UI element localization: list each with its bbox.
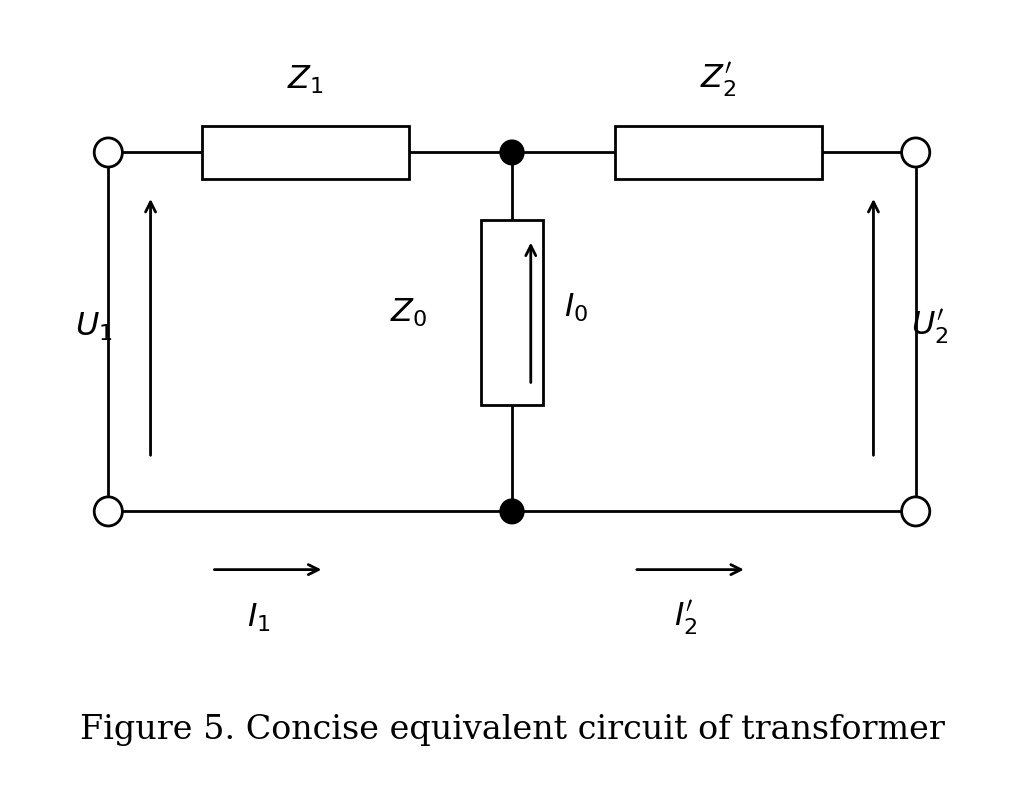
Bar: [481, 220, 543, 404]
Text: $Z_2'$: $Z_2'$: [700, 61, 737, 99]
Text: $Z_1$: $Z_1$: [287, 63, 324, 96]
Text: $U_1$: $U_1$: [76, 311, 113, 344]
Text: $U_2'$: $U_2'$: [911, 308, 948, 346]
Circle shape: [501, 141, 523, 164]
Text: $I_0$: $I_0$: [563, 292, 588, 324]
Text: $I_1$: $I_1$: [247, 602, 270, 634]
Bar: [615, 126, 822, 179]
Text: Figure 5. Concise equivalent circuit of transformer: Figure 5. Concise equivalent circuit of …: [80, 713, 944, 746]
Text: $Z_0$: $Z_0$: [390, 296, 427, 329]
Circle shape: [501, 500, 523, 523]
Bar: [202, 126, 409, 179]
Text: $I_2'$: $I_2'$: [674, 599, 697, 638]
Circle shape: [901, 138, 930, 167]
Circle shape: [901, 497, 930, 526]
Circle shape: [94, 138, 123, 167]
Circle shape: [94, 497, 123, 526]
